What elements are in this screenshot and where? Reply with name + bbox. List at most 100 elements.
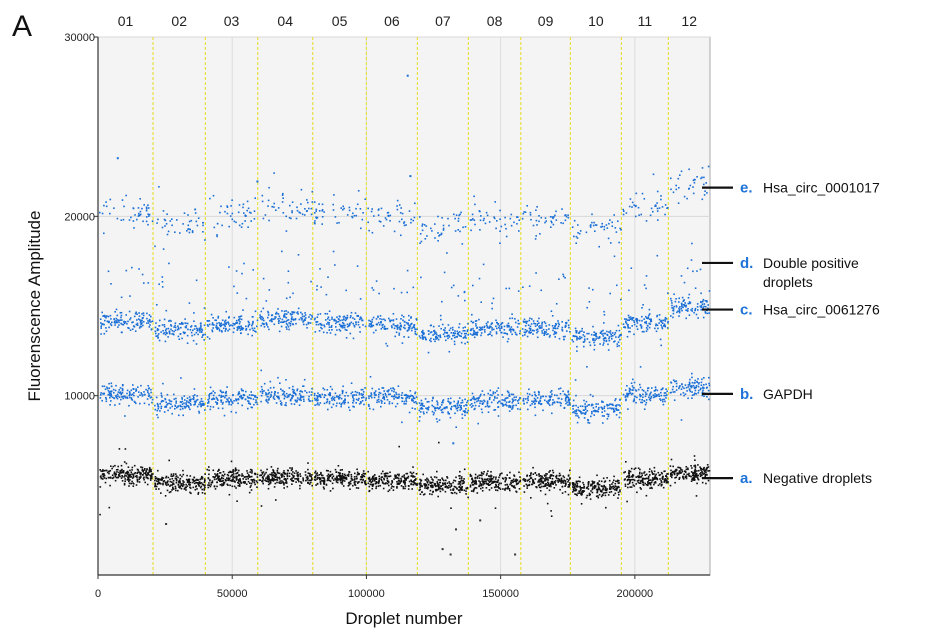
droplet-point-b [135,390,137,392]
droplet-point-b [642,390,645,392]
droplet-point-e [373,215,375,217]
droplet-point-c [495,331,498,333]
droplet-point-c [593,341,595,344]
droplet-point-a [231,480,234,482]
droplet-point-a [436,470,438,473]
droplet-point-b [280,403,282,405]
droplet-point-c [308,316,310,318]
droplet-point-a [286,475,289,478]
droplet-point-b [494,397,496,399]
droplet-point-a [271,479,274,481]
droplet-point-e [549,216,552,218]
droplet-point-e [686,197,688,200]
droplet-point-b [114,404,116,406]
droplet-point-e [652,210,654,213]
droplet-point-b [388,402,391,405]
droplet-point-a [249,482,251,484]
droplet-point-c [551,325,554,327]
droplet-point-b [648,396,650,399]
droplet-point-a [297,475,299,478]
droplet-point-c [633,333,635,336]
droplet-point-a [262,471,265,473]
droplet-point-c [207,325,209,327]
droplet-point-b [220,401,222,403]
droplet-point-b [230,410,233,413]
droplet-point-b [143,394,145,396]
droplet-point-b [323,396,325,399]
droplet-point-a [384,472,387,475]
droplet-point-a [155,477,158,479]
droplet-point-c [269,319,271,322]
droplet-point-e [187,224,190,227]
droplet-point-c [609,330,612,332]
droplet-point-a [227,477,230,479]
droplet-point-e [703,183,705,186]
droplet-point-a [300,481,302,483]
droplet-point-b [410,394,412,397]
droplet-point-b [457,400,460,402]
droplet-point-b [422,411,425,413]
droplet-point-c [146,312,148,315]
droplet-point-b [400,397,403,399]
droplet-point-a [200,482,203,484]
droplet-point-b [155,396,158,399]
droplet-point-b [497,406,499,408]
droplet-point-c [536,324,539,326]
droplet-point-b [419,411,422,413]
droplet-point-b [695,386,697,389]
droplet-point-c [583,335,586,338]
droplet-point-e [371,208,373,210]
droplet-point-b [337,396,340,399]
droplet-point-b [285,402,287,404]
droplet-point-b [444,406,446,409]
droplet-point-a [461,485,463,488]
droplet-point-a [102,470,104,473]
droplet-point-b [181,398,183,400]
droplet-point-c [539,325,541,327]
droplet-point-b [296,401,298,403]
droplet-point-c [342,326,344,329]
droplet-point-b [368,397,370,400]
droplet-point-c [564,335,566,338]
droplet-point-b [682,392,685,394]
droplet-point-e [321,210,323,212]
droplet-point-e [421,229,424,232]
droplet-point-e [567,216,570,219]
droplet-point-e [357,190,360,192]
droplet-point-c [300,311,302,314]
droplet-point-b [298,404,301,406]
droplet-point-c [603,322,605,324]
droplet-point-b [288,387,291,389]
droplet-point-c [661,326,663,328]
droplet-point-d [375,280,378,282]
droplet-point-c [184,318,186,320]
droplet-point-b [601,407,603,409]
droplet-point-a [349,480,352,483]
droplet-point-a [357,481,359,483]
droplet-point-b [568,398,571,401]
droplet-point-b [420,399,423,402]
droplet-point-a [269,479,271,482]
droplet-point-b [689,378,691,381]
droplet-point-e [167,230,170,233]
droplet-point-b [451,405,453,408]
droplet-point-a [334,477,336,480]
droplet-point-b [174,405,177,407]
droplet-point-a [341,481,344,483]
droplet-point-b [157,416,159,419]
droplet-point-c [147,322,150,324]
droplet-point-c [524,321,526,323]
droplet-point-c [113,321,116,324]
droplet-point-c [694,309,696,312]
droplet-point-c [432,325,435,328]
droplet-point-c [627,324,629,326]
droplet-point-e [675,188,678,191]
droplet-point-b [660,391,662,394]
droplet-point-a [307,482,309,484]
droplet-point-e [348,209,351,212]
droplet-point-b [494,409,497,411]
droplet-point-d [281,250,283,253]
droplet-point-e [128,219,131,221]
droplet-point-b [342,401,344,404]
droplet-point-e [311,201,314,203]
